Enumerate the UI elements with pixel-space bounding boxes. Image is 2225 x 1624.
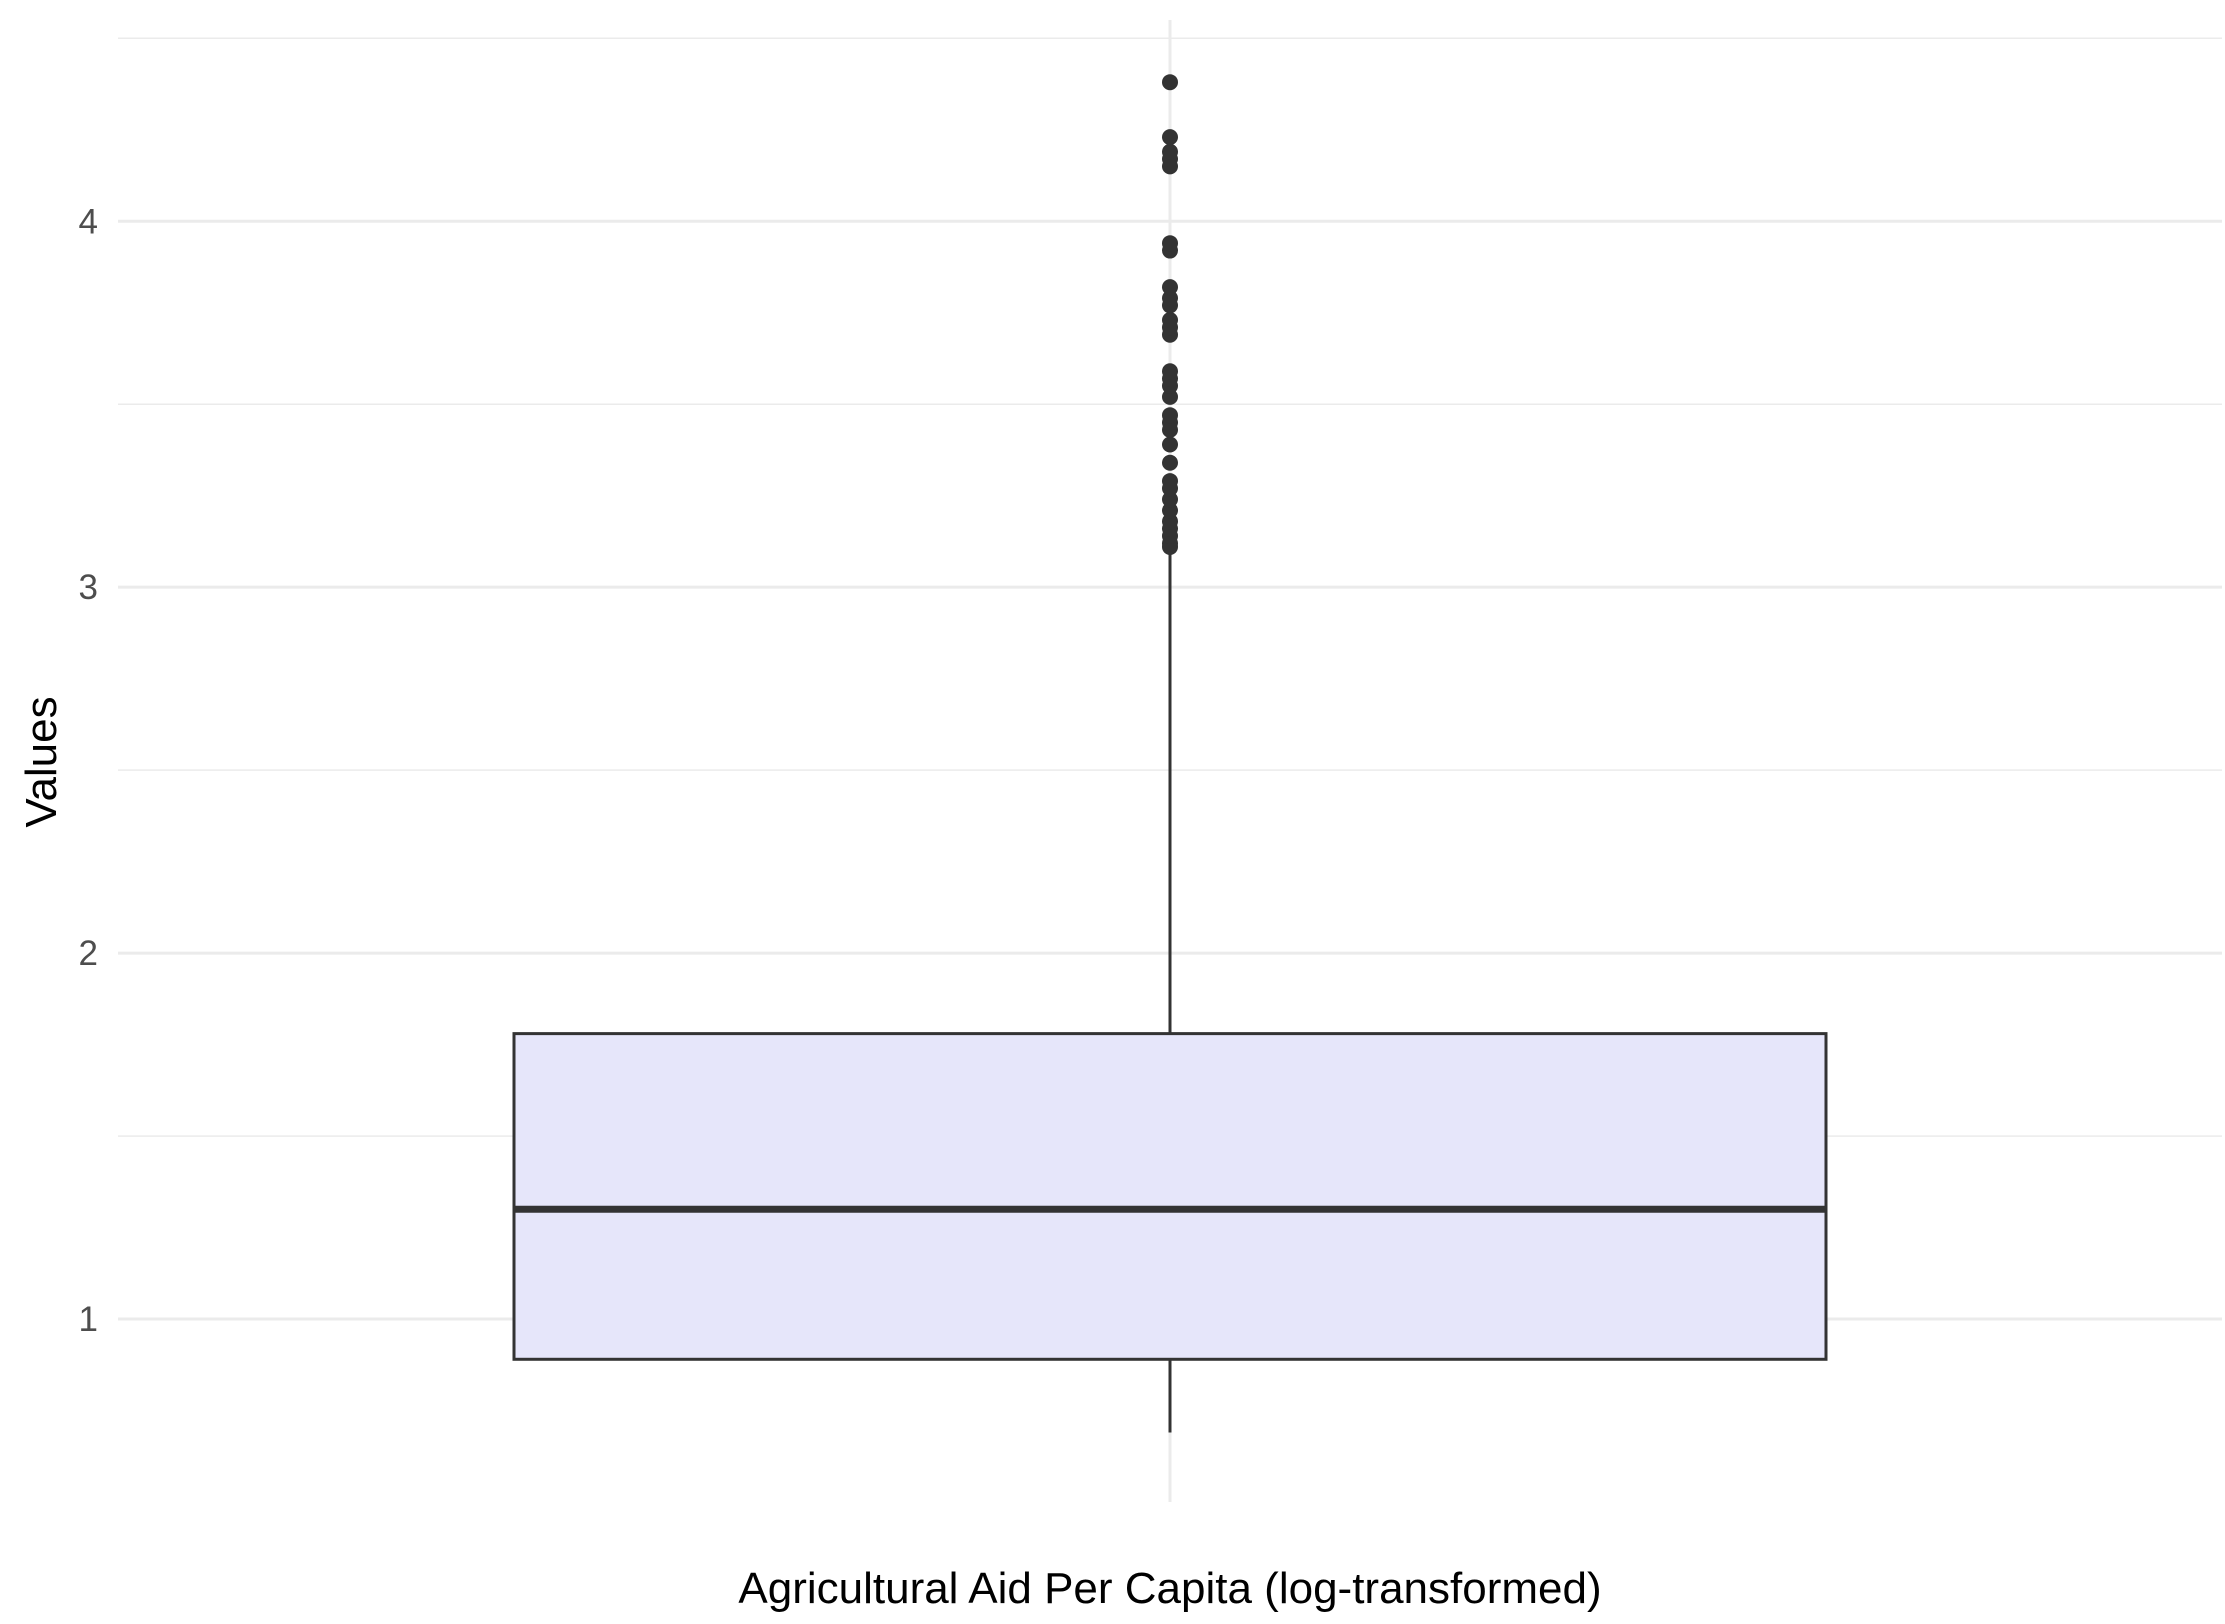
- outlier-point: [1162, 473, 1178, 490]
- y-tick-label: 4: [79, 202, 98, 241]
- y-axis-title: Values: [17, 696, 66, 827]
- outlier-point: [1162, 454, 1178, 471]
- outlier-point: [1162, 407, 1178, 424]
- outlier-point: [1162, 235, 1178, 252]
- outlier-point: [1162, 312, 1178, 329]
- outlier-point: [1162, 502, 1178, 519]
- outlier-point: [1162, 129, 1178, 146]
- y-tick-label: 2: [79, 934, 98, 973]
- outlier-point: [1162, 513, 1178, 530]
- x-axis-title: Agricultural Aid Per Capita (log-transfo…: [738, 1564, 1601, 1613]
- outlier-point: [1162, 363, 1178, 380]
- y-tick-label: 1: [79, 1300, 98, 1339]
- outlier-point: [1162, 279, 1178, 296]
- y-tick-label: 3: [79, 568, 98, 607]
- outlier-point: [1162, 143, 1178, 160]
- outlier-point: [1162, 74, 1178, 91]
- outlier-point: [1162, 491, 1178, 508]
- outlier-point: [1162, 388, 1178, 405]
- box-group: [512, 74, 1828, 1433]
- outlier-point: [1162, 290, 1178, 307]
- box-body: [512, 1032, 1828, 1361]
- outlier-point: [1162, 436, 1178, 453]
- y-tick-labels: 1 2 3 4: [79, 202, 98, 1339]
